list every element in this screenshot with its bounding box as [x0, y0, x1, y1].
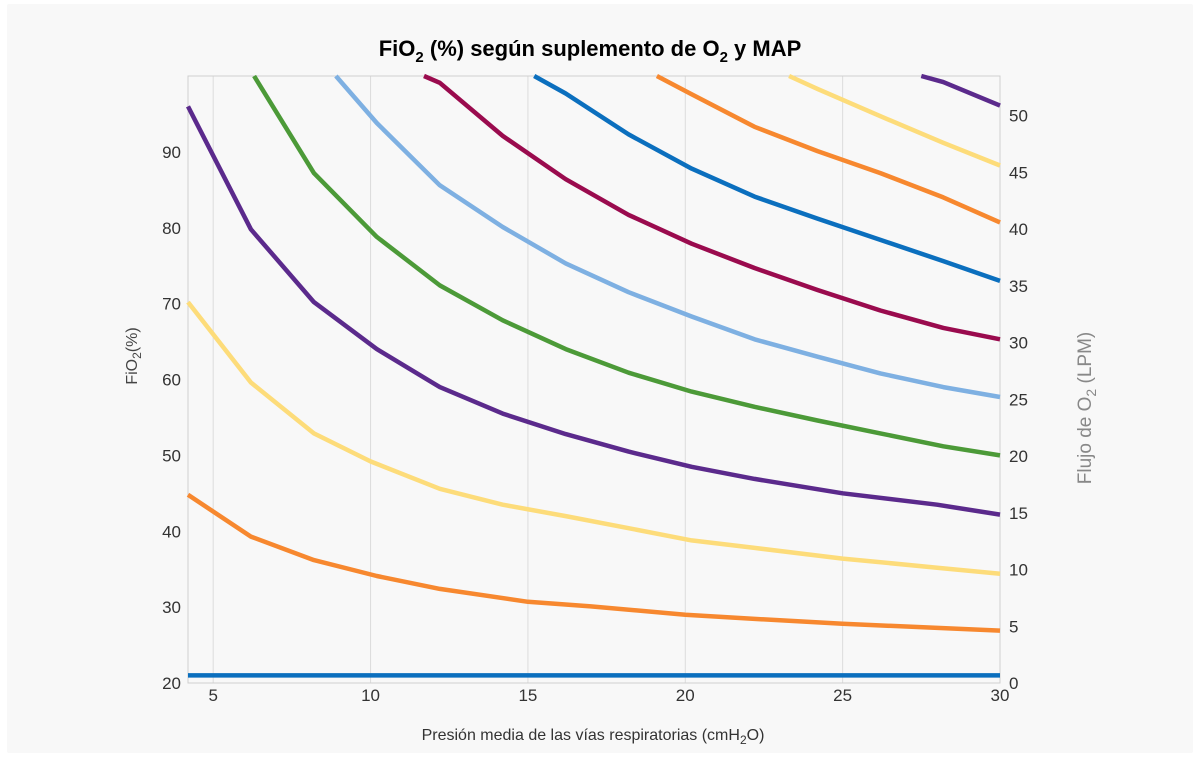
plot-border	[187, 75, 1001, 684]
y-left-tick-labels: 20 30 40 50 60 70 80 90	[162, 143, 181, 693]
x-tick-label: 25	[833, 686, 852, 705]
y-right-tick-label: 45	[1009, 163, 1028, 182]
x-axis-label: Presión media de las vías respiratorias …	[422, 727, 765, 747]
series-line-8	[533, 74, 1001, 284]
y-right-tick-label: 35	[1009, 277, 1028, 296]
x-tick-label: 20	[676, 686, 695, 705]
y-left-tick-label: 50	[162, 446, 181, 465]
y-right-tick-label: 30	[1009, 334, 1028, 353]
y-right-tick-label: 0	[1009, 674, 1018, 693]
y-left-tick-label: 90	[162, 143, 181, 162]
y-right-tick-labels: 0 5 10 15 20 25 30 35 40 45 50	[1009, 107, 1028, 693]
x-tick-labels: 5 10 15 20 25 30	[208, 686, 1009, 705]
series-group	[185, 73, 1001, 678]
y-right-tick-label: 40	[1009, 220, 1028, 239]
y-left-tick-label: 30	[162, 598, 181, 617]
y-left-tick-label: 70	[162, 295, 181, 314]
y-left-tick-label: 60	[162, 371, 181, 390]
y-left-tick-label: 80	[162, 219, 181, 238]
series-line-4	[185, 105, 1001, 517]
series-line-7	[423, 73, 1001, 342]
x-tick-label: 30	[991, 686, 1010, 705]
series-line-3	[186, 300, 1001, 576]
y-left-tick-label: 20	[162, 674, 181, 693]
series-line-9	[655, 74, 1001, 225]
plot-axes	[187, 75, 1001, 684]
chart-title: FiO2 (%) según suplemento de O2 y MAP	[379, 36, 802, 66]
y-right-tick-label: 50	[1009, 107, 1028, 126]
y-left-tick-label: 40	[162, 522, 181, 541]
y-right-tick-label: 25	[1009, 390, 1028, 409]
y-right-tick-label: 15	[1009, 504, 1028, 523]
x-tick-label: 15	[518, 686, 537, 705]
series-line-6	[334, 74, 1001, 400]
y-right-tick-label: 5	[1009, 617, 1018, 636]
y-axis-label-right: Flujo de O2 (LPM)	[1075, 332, 1099, 484]
series-line-2	[186, 492, 1001, 633]
y-right-tick-label: 20	[1009, 447, 1028, 466]
grid-lines	[212, 76, 844, 683]
x-tick-label: 5	[208, 686, 217, 705]
series-line-11	[920, 73, 1001, 108]
series-line-10	[788, 73, 1001, 168]
x-tick-label: 10	[361, 686, 380, 705]
series-line-5	[252, 74, 1001, 458]
y-axis-label-left: FiO2(%)	[124, 327, 144, 384]
y-right-tick-label: 10	[1009, 561, 1028, 580]
